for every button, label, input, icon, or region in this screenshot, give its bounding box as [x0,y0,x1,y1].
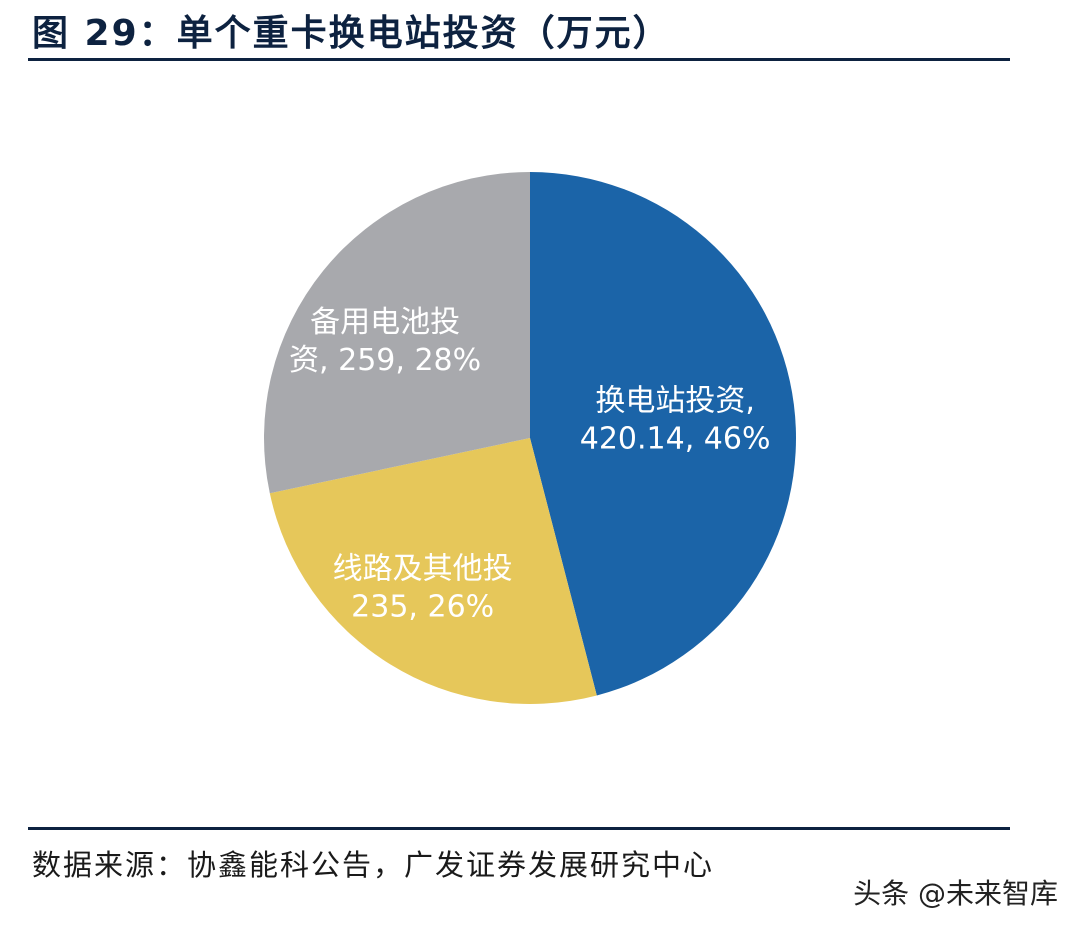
pie-slice [264,172,530,494]
pie-slice [269,438,597,704]
watermark: 头条 @未来智库 [853,877,1058,910]
slice-data-label: 线路及其他投 235, 26% [333,551,513,624]
title-divider [28,58,1010,61]
slice-data-label: 备用电池投资, 259, 28% [289,305,481,378]
source-note: 数据来源：协鑫能科公告，广发证券发展研究中心 [32,848,715,882]
slice-data-label: 换电站投资, 420.14, 46% [580,383,771,456]
footer-divider [28,827,1010,830]
pie-slice [530,172,797,696]
chart-title: 图 29：单个重卡换电站投资（万元） [32,13,671,54]
